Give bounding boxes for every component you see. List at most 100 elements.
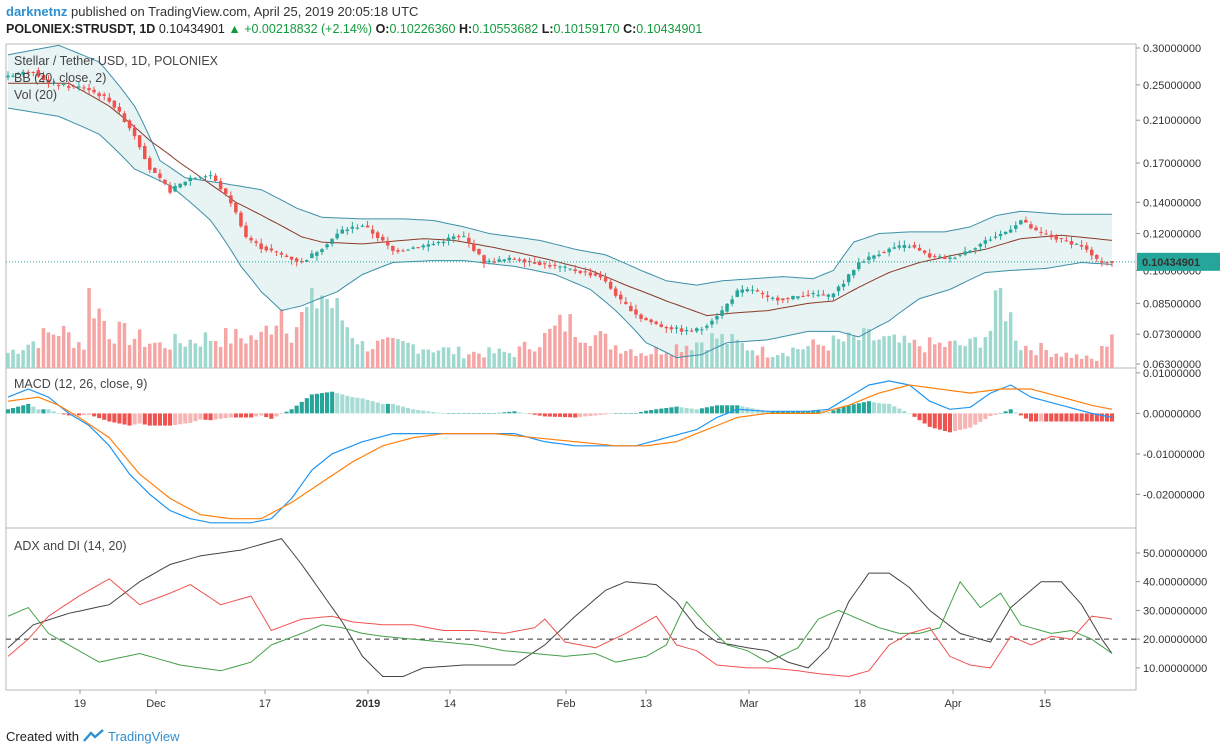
candle[interactable] [274,251,279,253]
candle[interactable] [543,263,547,265]
candle[interactable] [978,243,983,247]
candle[interactable] [765,295,770,297]
candle[interactable] [654,321,658,324]
vol-indicator-label[interactable]: Vol (20) [14,88,57,102]
candle[interactable] [796,296,800,299]
candle[interactable] [1064,240,1069,242]
candle[interactable] [689,330,694,332]
candle[interactable] [1034,227,1038,231]
candle[interactable] [1014,225,1018,229]
candle[interactable] [725,303,729,312]
candle[interactable] [740,289,745,293]
candle[interactable] [239,212,243,227]
candle[interactable] [563,266,567,268]
adx-label[interactable]: ADX and DI (14, 20) [14,539,127,553]
candle[interactable] [973,248,978,250]
candle[interactable] [386,240,390,246]
candle[interactable] [16,73,20,75]
candle[interactable] [26,71,31,74]
candle[interactable] [6,75,10,78]
candle[interactable] [811,293,815,295]
candle[interactable] [887,248,891,253]
candle[interactable] [127,120,132,129]
candle[interactable] [527,260,532,262]
candle[interactable] [755,290,760,292]
candle[interactable] [1074,243,1079,245]
candle[interactable] [1090,249,1094,256]
candle[interactable] [912,244,917,248]
candle[interactable] [21,71,25,75]
candle[interactable] [335,233,339,239]
candle[interactable] [102,94,106,96]
candle[interactable] [193,177,198,179]
candle[interactable] [882,252,886,254]
candle[interactable] [82,87,86,89]
candle[interactable] [305,260,309,262]
candle[interactable] [639,314,643,319]
candle[interactable] [1110,261,1114,263]
macd-label[interactable]: MACD (12, 26, close, 9) [14,377,147,391]
tradingview-brand[interactable]: TradingView [108,729,180,744]
candle[interactable] [927,253,932,258]
candle[interactable] [1095,255,1099,259]
candle[interactable] [700,329,704,331]
candle[interactable] [588,272,593,276]
candle[interactable] [406,249,410,251]
candle[interactable] [310,253,314,259]
candle[interactable] [801,295,805,297]
candle[interactable] [841,283,846,287]
candle[interactable] [730,299,734,304]
candle[interactable] [512,258,517,260]
candle[interactable] [553,264,557,266]
candle[interactable] [613,288,618,296]
candle[interactable] [300,261,304,263]
candle[interactable] [244,225,248,238]
candle[interactable] [1105,262,1109,263]
candle[interactable] [122,113,127,122]
candle[interactable] [629,305,633,312]
candle[interactable] [695,328,699,332]
candle[interactable] [867,256,871,260]
candle[interactable] [325,244,329,248]
candle[interactable] [1044,233,1048,235]
candle[interactable] [907,246,912,248]
candle[interactable] [183,181,188,186]
candle[interactable] [411,247,415,249]
candle[interactable] [735,290,740,297]
candle[interactable] [568,268,572,270]
candle[interactable] [598,274,603,278]
candle[interactable] [846,274,851,283]
candle[interactable] [892,247,897,249]
candle[interactable] [1019,220,1023,225]
candle[interactable] [608,281,613,289]
candle[interactable] [933,255,937,257]
candle[interactable] [315,252,319,256]
candle[interactable] [1024,219,1028,223]
candle[interactable] [41,75,46,80]
candle[interactable] [153,168,157,173]
candle[interactable] [922,250,927,253]
candle[interactable] [958,254,962,256]
candle[interactable] [294,258,299,262]
candle[interactable] [279,252,284,255]
candle[interactable] [198,177,203,179]
candle[interactable] [61,84,66,85]
candle[interactable] [593,273,598,276]
candle[interactable] [538,261,542,265]
candle[interactable] [46,79,51,83]
candle[interactable] [77,86,81,88]
bb-indicator-label[interactable]: BB (20, close, 2) [14,71,106,85]
candle[interactable] [852,270,856,276]
candle[interactable] [355,227,360,229]
candle[interactable] [1039,231,1043,233]
candle[interactable] [781,298,785,301]
candle[interactable] [1049,234,1054,238]
candle[interactable] [573,269,577,272]
candle[interactable] [548,265,552,267]
candle[interactable] [401,250,405,252]
candle[interactable] [917,247,922,251]
candle[interactable] [821,294,826,296]
candle[interactable] [897,245,902,248]
candle[interactable] [983,240,988,244]
candle[interactable] [674,327,679,329]
